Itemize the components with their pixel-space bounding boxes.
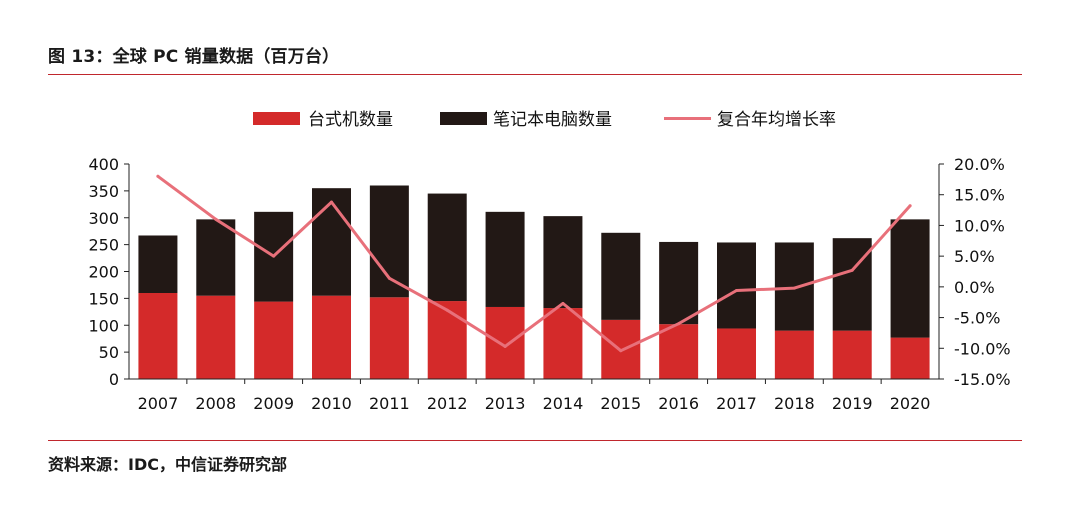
right-tick-label: -10.0% [954, 339, 1011, 358]
growth-point-2008 [214, 217, 218, 221]
left-tick-label: 100 [88, 316, 119, 335]
growth-point-2012 [445, 308, 449, 312]
growth-point-2013 [503, 344, 507, 348]
growth-point-2007 [156, 174, 160, 178]
plot-area [138, 174, 930, 379]
left-tick-label: 350 [88, 182, 119, 201]
left-tick-label: 0 [109, 370, 119, 389]
left-tick-label: 300 [88, 209, 119, 228]
bar-laptop-2019 [832, 238, 872, 331]
bar-desktop-2011 [369, 297, 409, 379]
right-tick-label: -5.0% [954, 309, 1000, 328]
x-tick-label-2011: 2011 [369, 394, 410, 413]
x-tick-label-2018: 2018 [774, 394, 815, 413]
bar-desktop-2009 [254, 301, 294, 379]
bar-laptop-2008 [196, 219, 236, 296]
legend-label-desktop: 台式机数量 [308, 110, 393, 130]
growth-rate-line [156, 174, 912, 353]
bar-desktop-2007 [138, 293, 178, 379]
growth-point-2010 [330, 200, 333, 204]
bar-laptop-2012 [427, 193, 467, 302]
left-tick-label: 50 [99, 343, 119, 362]
growth-point-2019 [850, 268, 854, 272]
growth-point-2017 [735, 289, 738, 293]
x-tick-label-2014: 2014 [543, 394, 584, 413]
legend-label-laptop: 笔记本电脑数量 [493, 110, 612, 130]
figure-title: 图 13：全球 PC 销量数据（百万台） [48, 47, 340, 67]
x-tick-label-2008: 2008 [195, 394, 236, 413]
bar-laptop-2015 [601, 232, 641, 320]
bar-laptop-2010 [312, 188, 351, 296]
chart-axes: 0 50 100 150 200 250 300 350 400 20.0% 15.0% 10.0% 5… [88, 155, 1010, 413]
right-tick-label: 5.0% [954, 247, 995, 266]
left-tick-label: 250 [88, 236, 119, 255]
bar-desktop-2018 [774, 330, 814, 379]
left-tick-label: 150 [88, 289, 119, 308]
x-tick-label-2017: 2017 [716, 394, 757, 413]
right-tick-label: -15.0% [954, 370, 1011, 389]
growth-point-2011 [387, 276, 391, 280]
bar-desktop-2008 [196, 295, 236, 379]
x-tick-label-2007: 2007 [138, 394, 179, 413]
bar-desktop-2014 [543, 308, 583, 379]
pc-sales-chart: 台式机数量 笔记本电脑数量 复合年均增长率 0 50 100 150 200 250 300 35… [88, 110, 1010, 413]
growth-point-2018 [792, 286, 796, 290]
growth-point-2014 [561, 301, 565, 305]
right-tick-label: 15.0% [954, 186, 1005, 205]
chart-legend: 台式机数量 笔记本电脑数量 复合年均增长率 [253, 110, 836, 130]
top-divider [48, 74, 1022, 75]
growth-point-2009 [272, 254, 276, 258]
legend-label-growth: 复合年均增长率 [717, 110, 836, 130]
bar-laptop-2013 [485, 211, 525, 307]
x-tick-label-2013: 2013 [485, 394, 526, 413]
legend-swatch-desktop [253, 112, 300, 125]
source-note: 资料来源：IDC，中信证券研究部 [48, 455, 287, 474]
bar-desktop-2012 [427, 301, 467, 379]
x-tick-label-2019: 2019 [832, 394, 873, 413]
bar-desktop-2010 [312, 295, 351, 379]
legend-swatch-laptop [440, 112, 487, 125]
bar-desktop-2013 [485, 306, 525, 379]
right-tick-label: 20.0% [954, 155, 1005, 174]
bar-laptop-2017 [717, 242, 756, 329]
bar-laptop-2016 [659, 241, 699, 325]
growth-point-2015 [619, 349, 623, 353]
right-tick-label: 0.0% [954, 278, 995, 297]
bar-desktop-2016 [659, 324, 699, 379]
bar-laptop-2011 [369, 185, 409, 298]
x-tick-label-2020: 2020 [890, 394, 931, 413]
bar-laptop-2007 [138, 235, 178, 293]
bar-desktop-2017 [717, 328, 756, 379]
x-tick-label-2010: 2010 [311, 394, 352, 413]
x-tick-label-2009: 2009 [253, 394, 294, 413]
growth-point-2020 [908, 204, 912, 208]
bottom-divider [48, 440, 1022, 441]
growth-point-2016 [677, 322, 681, 326]
left-tick-label: 400 [88, 155, 119, 174]
bar-desktop-2020 [890, 337, 930, 379]
x-tick-label-2016: 2016 [658, 394, 699, 413]
bar-laptop-2020 [890, 219, 930, 338]
left-tick-label: 200 [88, 263, 119, 282]
right-tick-label: 10.0% [954, 216, 1005, 235]
bar-laptop-2014 [543, 216, 583, 309]
x-tick-label-2015: 2015 [600, 394, 641, 413]
bar-desktop-2019 [832, 330, 872, 379]
x-tick-label-2012: 2012 [427, 394, 468, 413]
